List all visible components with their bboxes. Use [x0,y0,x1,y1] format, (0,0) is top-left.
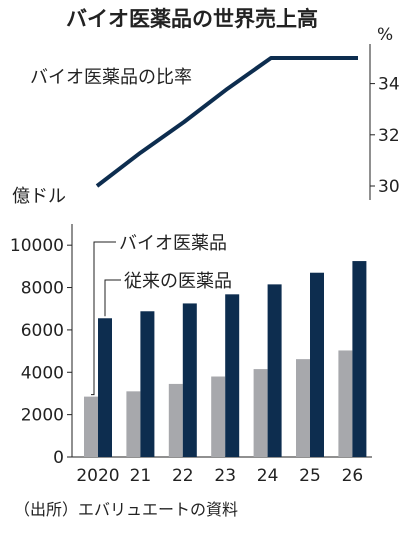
bar-biologic [310,272,324,457]
bar-conventional [338,350,353,457]
line-tick-label: 32 [378,126,400,146]
bar-biologic [267,284,282,457]
line-unit-label: % [377,25,393,45]
line-panel: % バイオ医薬品の比率 億ドル 30 32 34 [12,25,400,207]
bar-conventional [253,369,268,457]
line-tick-label: 30 [378,177,400,197]
bar-conventional [126,391,141,457]
bar-conventional [296,359,310,457]
category-label: 25 [299,466,321,486]
bar-biologic [182,303,197,457]
bar-tick-label: 8000 [21,279,64,299]
chart-title: バイオ医薬品の世界売上高 [66,7,318,31]
bar-biologic [98,318,112,457]
bar-tick-label: 2000 [21,406,64,426]
bar-conventional [211,376,226,457]
category-label: 22 [172,466,194,486]
category-label: 21 [130,466,152,486]
category-label: 2020 [76,466,119,486]
source-note: （出所）エバリュエートの資料 [14,500,238,519]
bar-tick-label: 0 [53,448,64,468]
bar-tick-label: 10000 [10,236,64,256]
legend-label-conventional: 従来の医薬品 [124,271,232,292]
bar-panel: （出所）エバリュエートの資料 0 2000 4000 6000 8000 10000 202… [10,224,372,519]
category-label: 24 [257,466,279,486]
category-label: 26 [342,466,364,486]
line-tick-label: 34 [378,75,400,95]
bar-tick-label: 4000 [21,363,64,383]
bar-biologic [140,311,155,457]
legend-leader-conventional [104,279,121,317]
legend-label-biologic: バイオ医薬品 [119,233,227,254]
bar-conventional [168,383,183,457]
legend-leader-biologic [91,241,116,396]
share-line [95,56,358,188]
bar-tick-label: 6000 [21,321,64,341]
bar-biologic [352,261,367,457]
category-label: 23 [214,466,236,486]
line-series-label: バイオ医薬品の比率 [30,67,192,88]
bar-biologic [225,294,240,457]
bar-unit-label: 億ドル [12,186,66,207]
bar-conventional [84,396,98,457]
